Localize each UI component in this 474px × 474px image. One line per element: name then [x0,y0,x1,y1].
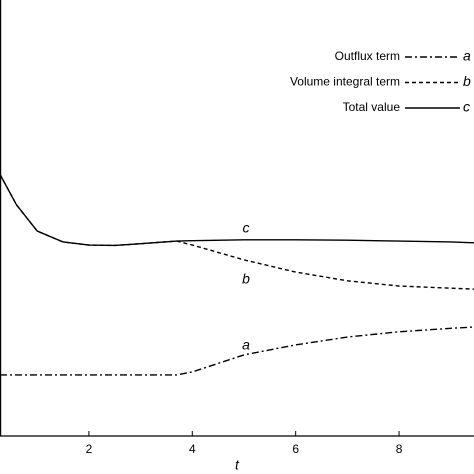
curve-label: b [242,271,250,287]
x-axis-label: t [235,457,240,473]
curve-label: c [243,220,250,236]
legend-letter: c [463,99,470,115]
x-tick-label: 4 [189,442,196,456]
curve-label: a [242,337,250,353]
series-line [0,174,474,247]
legend-label: Total value [343,100,401,114]
legend-letter: b [463,73,471,89]
x-tick-label: 8 [396,442,403,456]
series-line [0,174,474,290]
x-tick-label: 2 [86,442,93,456]
legend-letter: a [463,48,471,64]
legend-label: Volume integral term [290,75,400,89]
legend-label: Outflux term [335,49,400,63]
x-tick-label: 6 [292,442,299,456]
series-line [0,326,474,376]
